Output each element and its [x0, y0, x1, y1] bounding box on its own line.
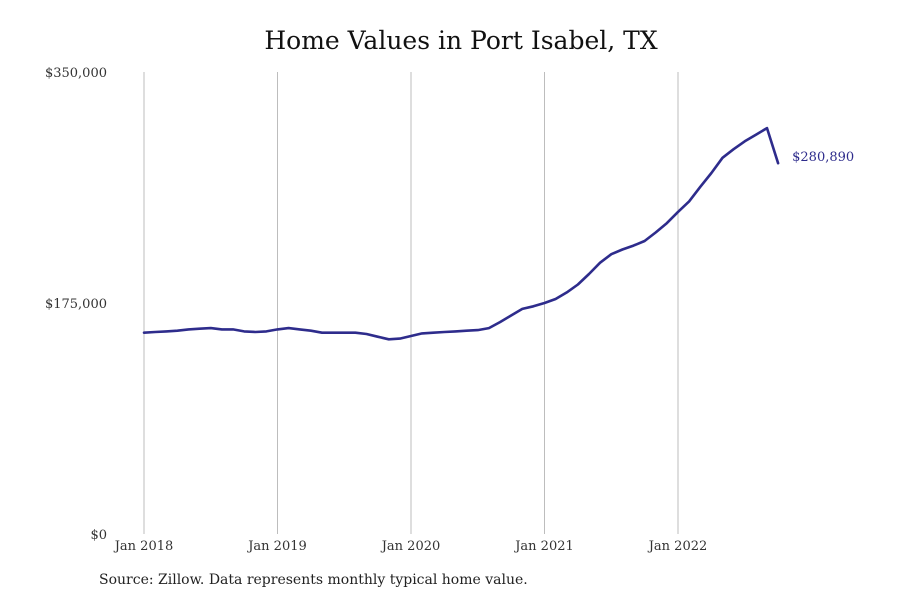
gridlines: [143, 72, 679, 534]
series-layer: [142, 126, 780, 341]
x-tick-label: Jan 2018: [113, 539, 174, 554]
y-tick-label: $175,000: [45, 297, 107, 312]
x-axis-tick-labels: Jan 2018 Jan 2019 Jan 2020 Jan 2021 Jan 2022: [113, 539, 708, 554]
y-tick-label: $350,000: [45, 66, 107, 81]
home-value-series-line: [142, 126, 780, 341]
end-value-label: $280,890: [792, 150, 854, 165]
source-note: Source: Zillow. Data represents monthly …: [99, 572, 528, 588]
x-tick-label: Jan 2019: [246, 539, 307, 554]
y-axis-tick-labels: $0 $175,000 $350,000: [45, 66, 107, 543]
x-tick-label: Jan 2020: [380, 539, 441, 554]
y-tick-label: $0: [90, 528, 107, 543]
chart-title: Home Values in Port Isabel, TX: [264, 26, 658, 55]
x-tick-label: Jan 2022: [647, 539, 708, 554]
x-tick-label: Jan 2021: [513, 539, 574, 554]
